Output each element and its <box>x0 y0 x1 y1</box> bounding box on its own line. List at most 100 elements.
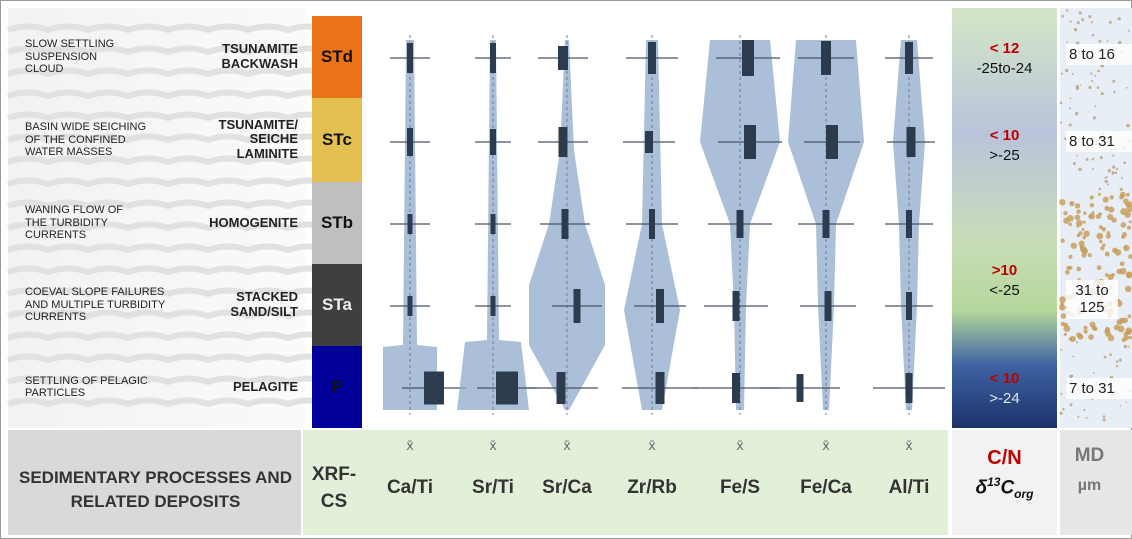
grain <box>1076 220 1083 227</box>
grain <box>1060 122 1062 124</box>
grain <box>1103 418 1106 421</box>
grain <box>1118 17 1121 20</box>
grain <box>1099 240 1102 243</box>
grain <box>1110 195 1114 199</box>
box <box>825 291 832 321</box>
grain <box>1124 345 1128 349</box>
deposit-text: HOMOGENITE <box>188 216 298 231</box>
grain <box>1109 353 1112 356</box>
grain <box>1126 124 1130 128</box>
grain <box>1125 203 1129 207</box>
box <box>826 125 838 159</box>
grain <box>1116 360 1119 363</box>
grain <box>1075 112 1079 116</box>
box <box>905 42 913 74</box>
proxy-group: XRF-CS <box>308 462 360 515</box>
grain <box>1126 87 1128 89</box>
grain <box>1115 249 1122 256</box>
cn-value: < 12 <box>952 40 1057 57</box>
wave <box>8 181 328 185</box>
grain <box>1121 177 1123 179</box>
proxy-label: Fe/Ca <box>786 477 866 499</box>
grain <box>1097 86 1100 89</box>
grain <box>1116 269 1121 274</box>
deposit-text: TSUNAMITE BACKWASH <box>203 42 298 72</box>
grain <box>1120 188 1123 191</box>
box <box>557 372 566 404</box>
grain <box>1059 412 1062 415</box>
grain <box>1107 40 1109 42</box>
grain <box>1078 168 1081 171</box>
box <box>574 289 581 323</box>
box <box>737 210 744 238</box>
grain <box>1063 325 1070 332</box>
grain <box>1093 116 1096 119</box>
grain <box>1092 326 1097 331</box>
proxy-label: Ca/Ti <box>370 477 450 499</box>
grain <box>1073 162 1076 165</box>
deposit-text: PELAGITE <box>198 380 298 395</box>
grain <box>1104 356 1107 359</box>
grain <box>1127 346 1129 348</box>
grain <box>1069 97 1071 99</box>
grain <box>1091 159 1093 161</box>
grain <box>1059 199 1065 205</box>
grain <box>1070 336 1076 342</box>
grain <box>1060 349 1062 351</box>
grain <box>1096 233 1103 240</box>
grain <box>1088 253 1092 257</box>
grain <box>1068 222 1072 226</box>
grain <box>1060 101 1063 104</box>
grain <box>1086 417 1088 419</box>
grain <box>1083 221 1086 224</box>
grain <box>1061 15 1064 18</box>
grain <box>1108 335 1114 341</box>
box <box>496 372 518 405</box>
grain <box>1097 265 1102 270</box>
grain <box>1119 195 1124 200</box>
grain <box>1066 9 1068 11</box>
box <box>732 373 740 403</box>
grain <box>1068 255 1072 259</box>
grain <box>1073 356 1075 358</box>
box <box>562 209 569 239</box>
grain <box>1114 325 1120 331</box>
grain <box>1126 272 1132 278</box>
grain <box>1072 73 1074 75</box>
grain <box>1088 215 1092 219</box>
grain <box>1083 231 1089 237</box>
grain <box>1093 372 1095 374</box>
isotope-label: δ13Corg <box>952 476 1057 502</box>
grain <box>1070 21 1072 23</box>
grain <box>1128 30 1130 32</box>
grain <box>1061 239 1065 243</box>
box <box>491 296 496 316</box>
box <box>490 129 496 155</box>
grain <box>1099 225 1103 229</box>
grain <box>1076 87 1079 90</box>
grain <box>1125 286 1131 292</box>
grain <box>1077 416 1079 418</box>
grain <box>1108 169 1111 172</box>
grain <box>1080 246 1087 253</box>
grain <box>1127 226 1131 230</box>
wave <box>8 401 328 405</box>
grain <box>1120 208 1127 215</box>
box <box>906 373 913 403</box>
isotope-part: org <box>1014 487 1033 501</box>
grain <box>1112 80 1115 83</box>
wave <box>8 93 328 97</box>
grain <box>1069 107 1071 109</box>
grain <box>1090 195 1094 199</box>
grain <box>1123 335 1129 341</box>
box <box>490 43 496 73</box>
grain <box>1125 401 1127 403</box>
grain <box>1069 201 1074 206</box>
grain <box>1116 365 1118 367</box>
grain <box>1060 393 1062 395</box>
grain <box>1076 341 1078 343</box>
grain <box>1094 105 1096 107</box>
mean-symbol: x̄ <box>869 437 949 453</box>
proxy-label: Al/Ti <box>869 477 949 499</box>
grain <box>1109 21 1112 24</box>
